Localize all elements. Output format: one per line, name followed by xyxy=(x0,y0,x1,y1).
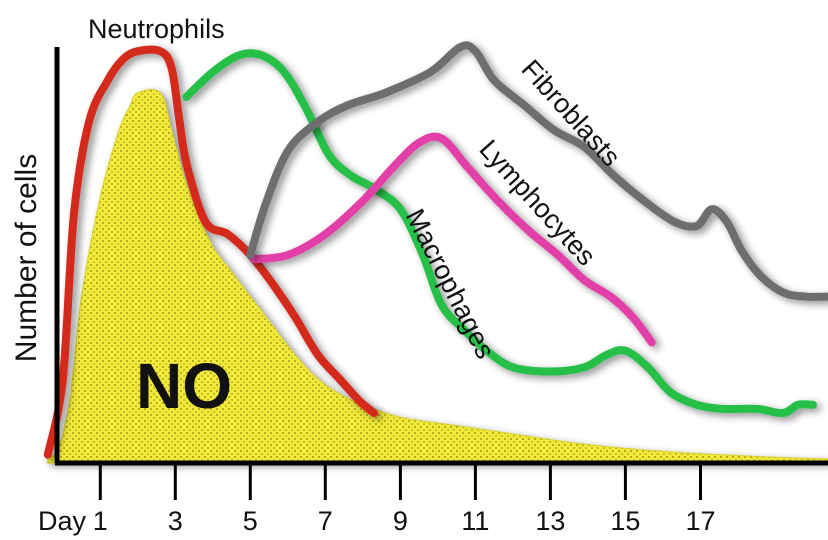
x-tick-label-17: 17 xyxy=(685,506,715,536)
series-label-neutrophils: Neutrophils xyxy=(88,14,225,44)
x-axis-prefix: Day xyxy=(38,506,87,536)
x-tick-label-13: 13 xyxy=(535,506,565,536)
area-layer xyxy=(47,88,828,464)
x-tick-label-15: 15 xyxy=(610,506,640,536)
series-label-lymphocytes: Lymphocytes xyxy=(474,134,602,272)
line-layer xyxy=(43,41,828,459)
x-tick-label-9: 9 xyxy=(393,506,408,536)
area-no xyxy=(47,88,828,464)
series-line-fibroblasts xyxy=(246,41,828,301)
x-tick-label-7: 7 xyxy=(318,506,333,536)
series-line-macrophages xyxy=(182,49,817,418)
series-line-lymphocytes xyxy=(250,132,656,347)
tick-layer: 1 3 5 7 9 11 13 15 17 xyxy=(93,463,716,536)
series-label-no: NO xyxy=(136,350,232,422)
x-tick-label-11: 11 xyxy=(461,506,489,536)
x-tick-label-5: 5 xyxy=(243,506,258,536)
y-axis-title: Number of cells xyxy=(10,154,43,362)
x-tick-label-3: 3 xyxy=(168,506,183,536)
x-tick-label-1: 1 xyxy=(93,506,108,536)
series-line-neutrophils xyxy=(43,45,379,459)
series-label-macrophages: Macrophages xyxy=(400,204,501,363)
